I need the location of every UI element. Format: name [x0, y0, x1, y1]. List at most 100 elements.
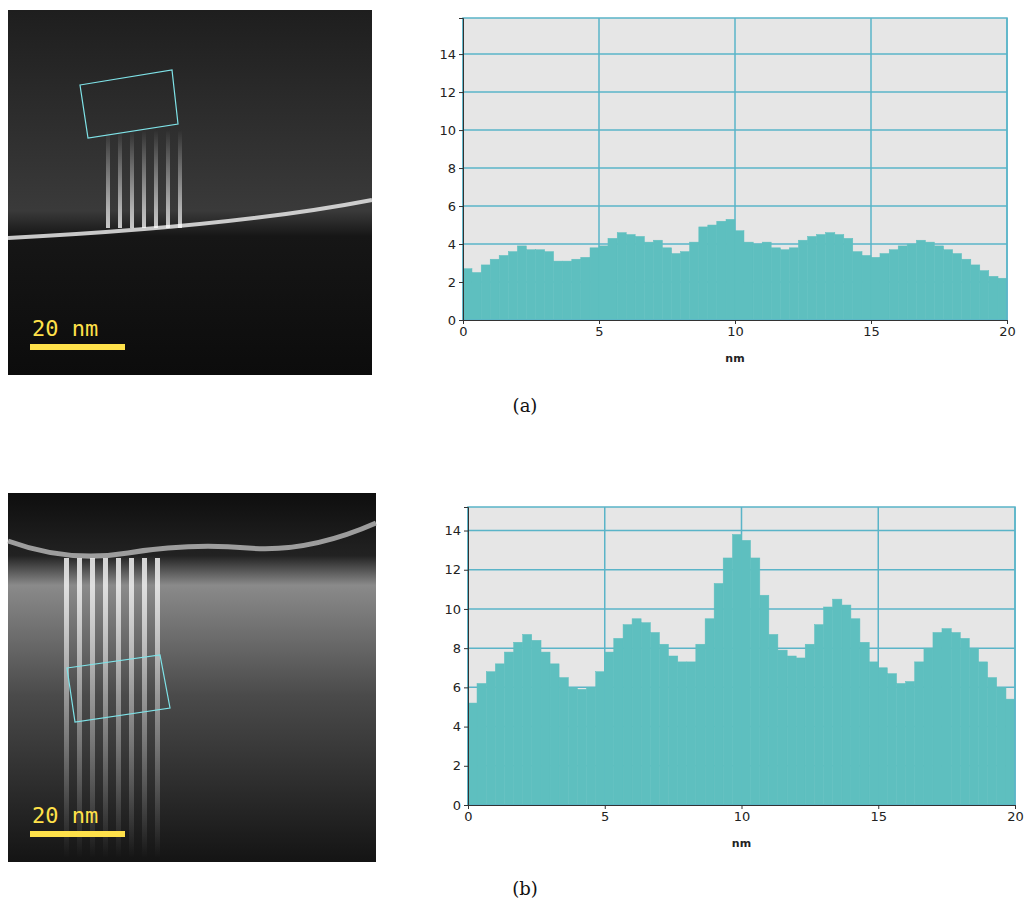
interface — [8, 200, 372, 238]
bar — [672, 254, 681, 320]
bar — [481, 265, 490, 320]
tick: 15 — [870, 805, 887, 824]
bar — [596, 672, 605, 805]
bar — [650, 632, 659, 805]
bar — [989, 276, 998, 320]
bar — [514, 642, 523, 805]
bar — [490, 259, 499, 320]
tick-label: 0 — [453, 798, 461, 813]
bar — [581, 257, 590, 320]
tick-mark — [459, 244, 463, 245]
background — [0, 0, 1026, 921]
bar — [477, 683, 486, 805]
plot-background — [468, 507, 1015, 805]
tick-label: 4 — [448, 237, 456, 252]
grid-line-y — [463, 205, 1007, 207]
lattice-stripe — [118, 130, 122, 228]
bar — [878, 668, 887, 805]
tick-mark — [464, 609, 468, 610]
lattice-stripe — [130, 130, 134, 228]
scale-bar-label: 20 nm — [32, 803, 98, 828]
tick: 10 — [439, 123, 463, 138]
bar — [988, 678, 997, 805]
tick: 8 — [453, 641, 468, 656]
bar — [572, 259, 581, 320]
tick: 20 — [999, 320, 1016, 339]
tick-mark — [459, 320, 463, 321]
tick-label: 4 — [453, 719, 461, 734]
tick-label: 15 — [863, 324, 880, 339]
bar — [805, 644, 814, 805]
axis-line — [459, 19, 464, 321]
bar — [641, 623, 650, 805]
axis-line — [464, 508, 469, 806]
tick-label: 5 — [595, 324, 603, 339]
bar — [599, 246, 608, 320]
tick: 14 — [444, 523, 468, 538]
bar — [934, 246, 943, 320]
bar — [563, 261, 572, 320]
tick-label: 10 — [439, 123, 456, 138]
tick: 12 — [439, 85, 463, 100]
scale-bar — [30, 831, 125, 837]
bar — [732, 534, 741, 805]
micrograph: 20 nm — [8, 493, 376, 862]
bar — [504, 652, 513, 805]
bar — [550, 664, 559, 805]
bar — [751, 558, 760, 805]
tick-mark — [459, 168, 463, 169]
bar — [760, 595, 769, 805]
bar — [962, 259, 971, 320]
tick-label: 2 — [448, 275, 456, 290]
tick-label: 12 — [439, 85, 456, 100]
bar — [532, 640, 541, 805]
bar — [897, 683, 906, 805]
tick-mark — [464, 531, 468, 532]
grid-line-y — [463, 91, 1007, 93]
bar — [744, 242, 753, 320]
bar — [605, 652, 614, 805]
bar — [997, 687, 1006, 805]
bar — [971, 265, 980, 320]
bar — [590, 248, 599, 320]
bar — [826, 233, 835, 320]
tick-label: 0 — [448, 313, 456, 328]
bar — [586, 687, 595, 805]
bar — [979, 662, 988, 805]
tick: 10 — [444, 602, 468, 617]
tick-mark — [464, 766, 468, 767]
bar — [668, 656, 677, 805]
bar — [1006, 699, 1015, 805]
tick-label: 0 — [464, 809, 472, 824]
tick: 10 — [734, 805, 751, 824]
bar — [916, 240, 925, 320]
lattice-stripe — [142, 558, 147, 858]
bar — [851, 619, 860, 805]
bar — [699, 227, 708, 320]
x-axis: 05101520 — [459, 320, 1015, 339]
bar — [554, 261, 563, 320]
bar — [568, 687, 577, 805]
tick: 14 — [439, 47, 463, 62]
tick-label: 15 — [870, 809, 887, 824]
bar — [623, 625, 632, 805]
bar — [536, 250, 545, 320]
lattice-stripe — [166, 130, 170, 228]
bar — [717, 221, 726, 320]
bars — [468, 534, 1015, 805]
figure: 20 nm0246810121405101520nm(a)20 nm024681… — [0, 0, 1026, 921]
bar — [835, 235, 844, 320]
bar — [889, 250, 898, 320]
grid — [468, 507, 1015, 805]
tick-mark — [459, 92, 463, 93]
tick: 15 — [863, 320, 880, 339]
bar — [798, 240, 807, 320]
bar — [499, 255, 508, 320]
tick-mark — [459, 54, 463, 55]
tick: 5 — [595, 320, 603, 339]
tick: 6 — [453, 680, 468, 695]
bar — [723, 558, 732, 805]
tick: 2 — [448, 275, 463, 290]
bar — [577, 689, 586, 805]
plot-frame — [468, 507, 1015, 805]
